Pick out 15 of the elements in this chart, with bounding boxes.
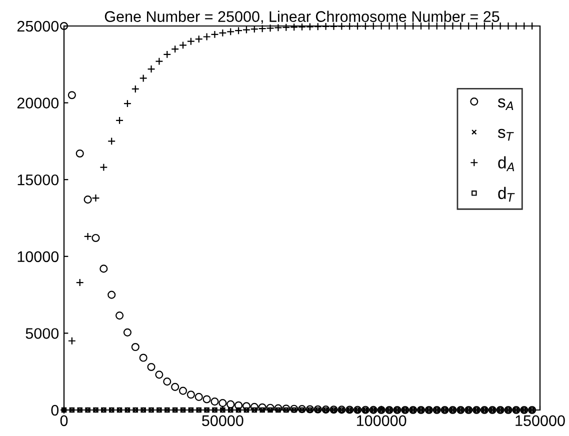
x-tick-label: 50000	[202, 415, 244, 426]
y-tick-label: 15000	[18, 174, 59, 186]
chart-title: Gene Number = 25000, Linear Chromosome Number = 25	[104, 10, 500, 24]
y-tick-label: 10000	[18, 251, 59, 262]
x-tick-label: 100000	[357, 415, 406, 426]
legend-label: d$_{A}$	[498, 156, 514, 172]
y-tick-label: 5000	[26, 328, 59, 339]
y-tick-label: 0	[51, 404, 59, 416]
legend-label: d$_{T}$	[498, 186, 515, 202]
legend-label: s$_{T}$	[498, 128, 514, 141]
legend-label: s$_{A}$	[498, 98, 514, 110]
x-tick-label: 150000	[516, 415, 565, 426]
y-tick-label: 25000	[17, 20, 59, 32]
y-tick-label: 20000	[17, 98, 59, 108]
x-tick-label: 0	[60, 415, 68, 426]
